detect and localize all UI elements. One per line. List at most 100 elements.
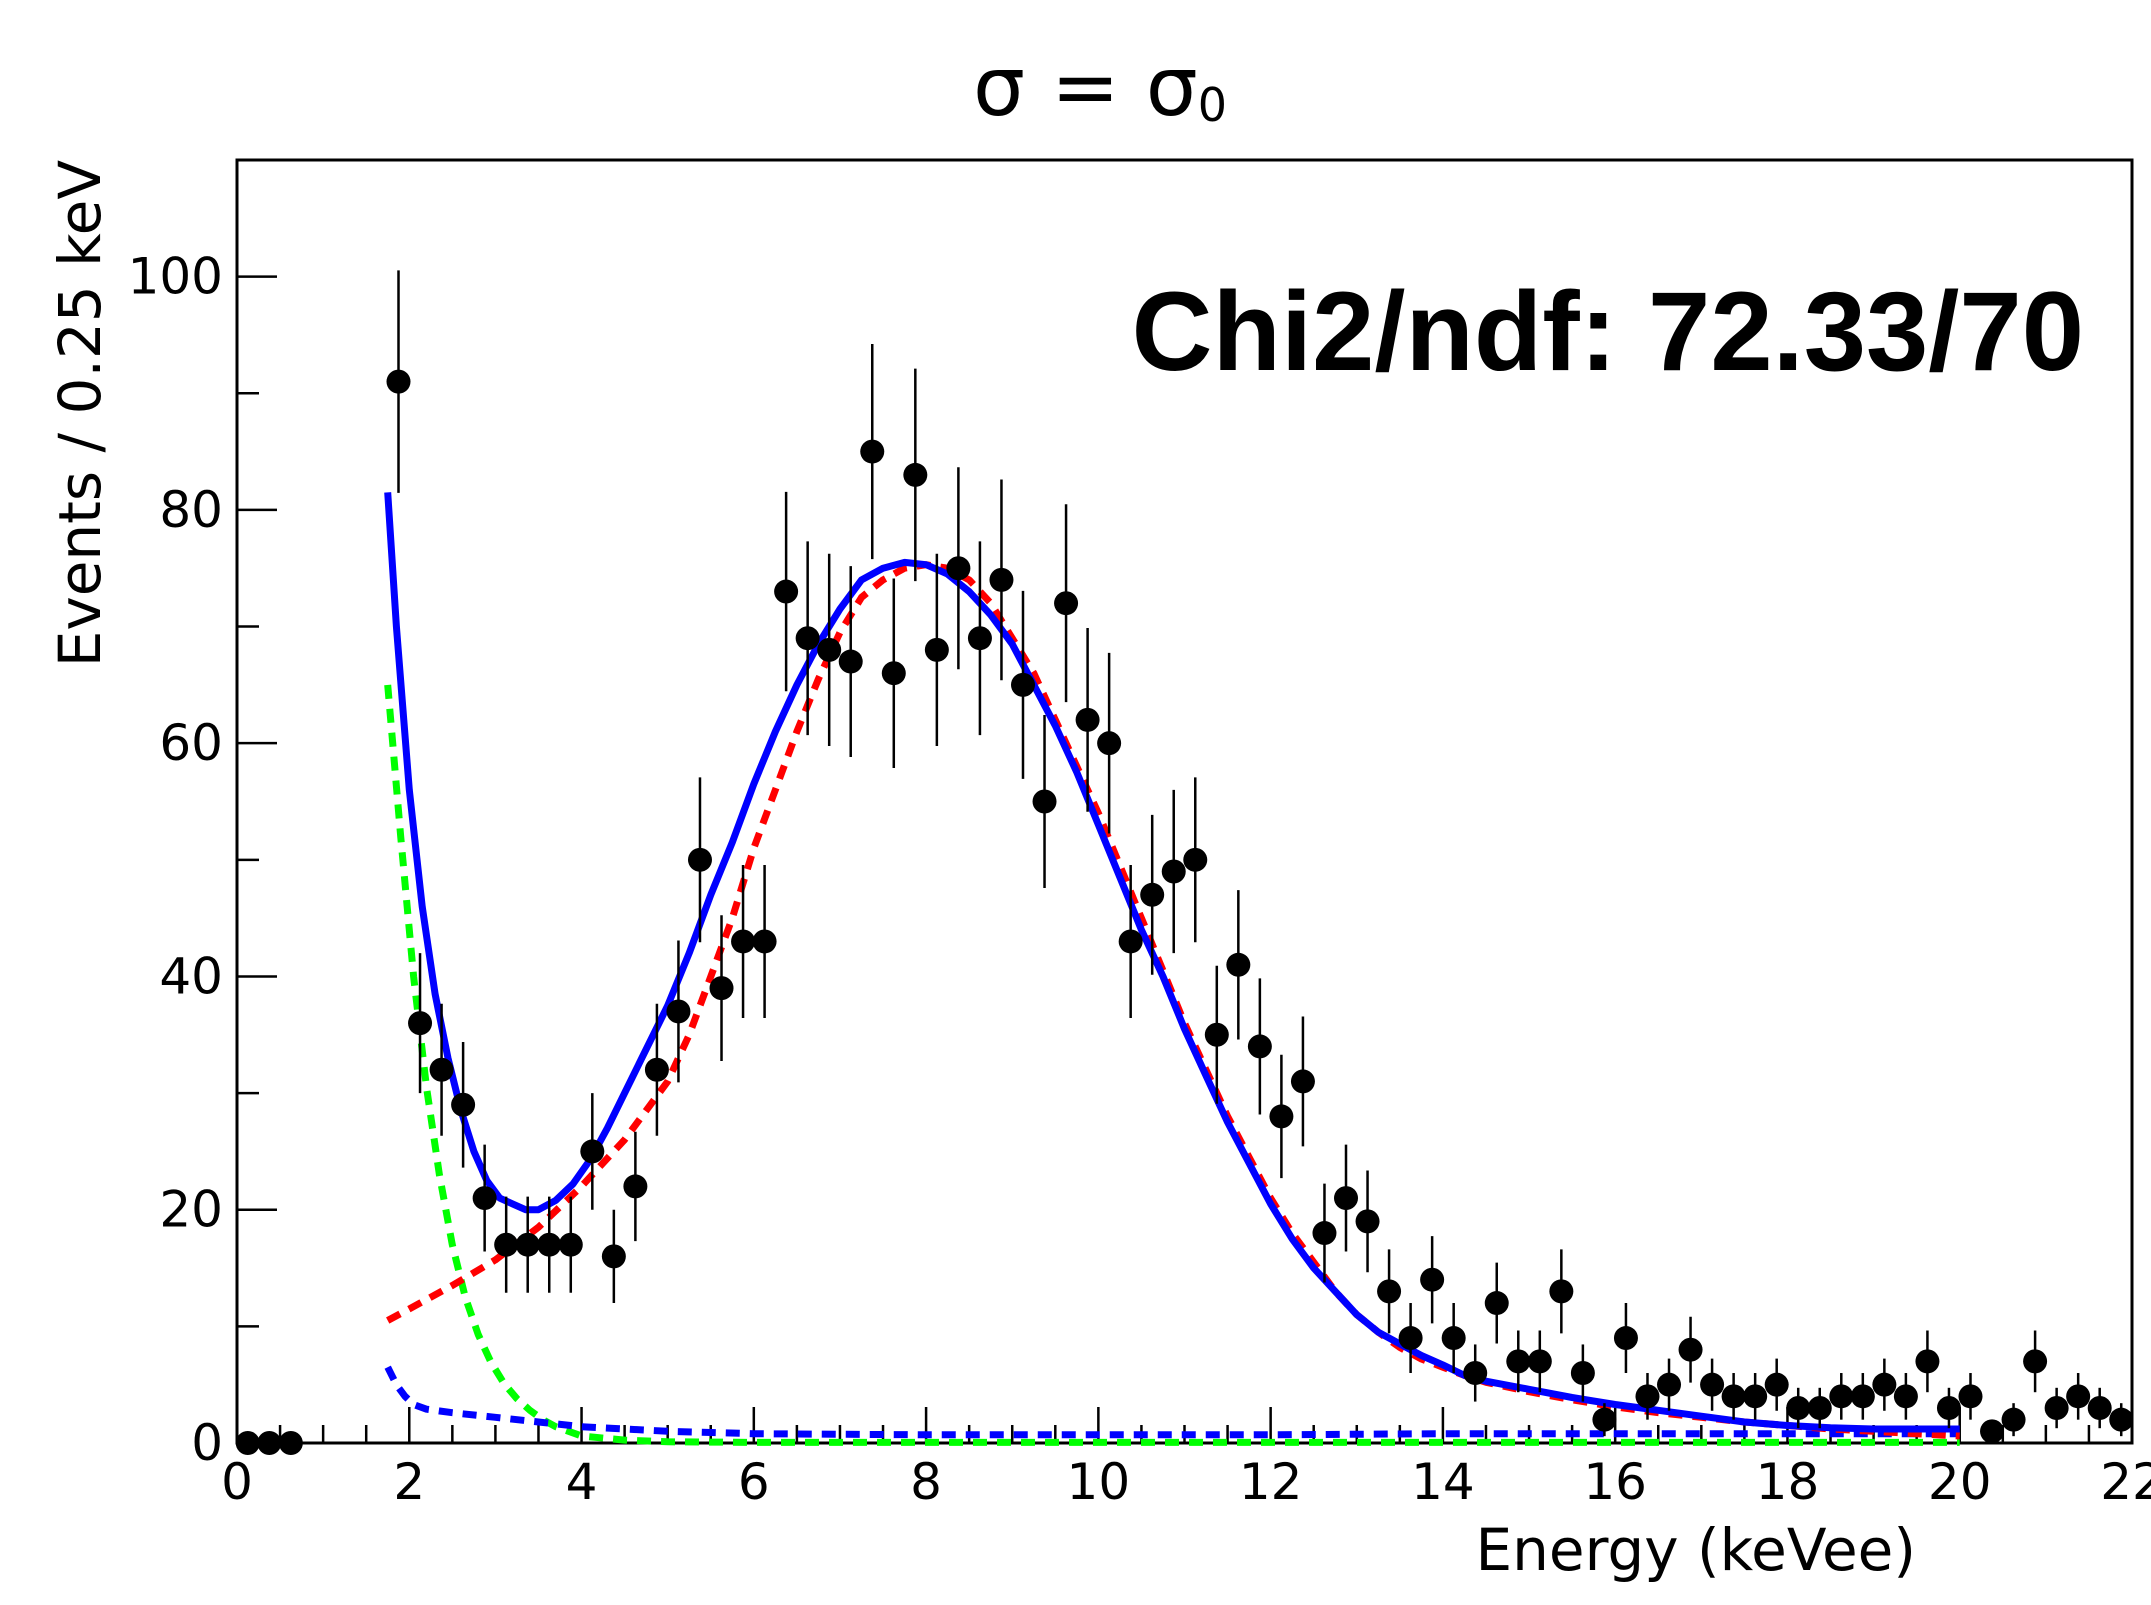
data-point xyxy=(1247,1034,1272,1059)
data-point xyxy=(451,1092,476,1117)
x-tick-label: 18 xyxy=(1756,1453,1820,1511)
data-point xyxy=(881,661,906,686)
y-tick-label: 100 xyxy=(128,248,223,306)
data-point xyxy=(774,579,799,604)
data-point xyxy=(2023,1349,2048,1374)
data-point xyxy=(1570,1361,1595,1386)
data-point xyxy=(1506,1349,1531,1374)
data-point xyxy=(817,637,842,662)
data-point xyxy=(1226,952,1251,977)
x-tick-label: 22 xyxy=(2100,1453,2151,1511)
data-point xyxy=(989,567,1014,592)
x-axis-title: Energy (keVee) xyxy=(1476,1516,1917,1584)
fit-bg-flat-line xyxy=(384,1365,1960,1439)
y-tick-label: 60 xyxy=(159,714,223,772)
data-point xyxy=(2087,1396,2112,1421)
data-point xyxy=(2109,1407,2134,1432)
data-point xyxy=(558,1232,583,1257)
data-point xyxy=(1721,1384,1746,1409)
data-point xyxy=(472,1186,497,1211)
data-point xyxy=(2001,1407,2026,1432)
data-point xyxy=(429,1057,454,1082)
fit-bg-exp-line xyxy=(384,684,1960,1446)
data-point xyxy=(1786,1396,1811,1421)
data-point xyxy=(494,1232,519,1257)
data-point xyxy=(666,999,691,1024)
data-point xyxy=(1010,672,1035,697)
data-point xyxy=(752,929,777,954)
data-point xyxy=(1377,1279,1402,1304)
data-point xyxy=(257,1431,282,1455)
data-point xyxy=(860,439,885,464)
data-point xyxy=(386,369,411,394)
data-point xyxy=(1958,1384,1983,1409)
data-point xyxy=(1893,1384,1918,1409)
data-point xyxy=(1441,1326,1466,1351)
data-point xyxy=(1829,1384,1854,1409)
data-point xyxy=(1032,789,1057,814)
data-point xyxy=(235,1431,260,1455)
x-tick-label: 4 xyxy=(566,1453,598,1511)
data-point xyxy=(1613,1326,1638,1351)
data-point xyxy=(1635,1384,1660,1409)
data-point xyxy=(687,847,712,872)
data-point xyxy=(601,1244,626,1269)
data-point xyxy=(709,976,734,1001)
data-point xyxy=(1204,1022,1229,1047)
data-point xyxy=(1915,1349,1940,1374)
data-point xyxy=(1850,1384,1875,1409)
data-point xyxy=(1398,1326,1423,1351)
data-point xyxy=(1592,1407,1617,1432)
data-point xyxy=(2066,1384,2091,1409)
data-point xyxy=(838,649,863,674)
data-point xyxy=(1743,1384,1768,1409)
y-tick-label: 80 xyxy=(159,481,223,539)
data-point xyxy=(1764,1372,1789,1397)
data-point xyxy=(731,929,756,954)
y-axis-title: Events / 0.25 keV xyxy=(46,160,114,668)
x-tick-label: 20 xyxy=(1928,1453,1992,1511)
data-point xyxy=(623,1174,648,1199)
data-point xyxy=(1290,1069,1315,1094)
data-point xyxy=(967,626,992,651)
data-point xyxy=(1118,929,1143,954)
data-point xyxy=(795,626,820,651)
data-point xyxy=(515,1232,540,1257)
data-point xyxy=(946,556,971,581)
plot-layer: 0 2 4 6 8 10 12 14 16 18 20 22 0 20 40 60 80 100 xyxy=(128,158,2151,1511)
x-tick-label: 6 xyxy=(738,1453,770,1511)
x-tick-label: 10 xyxy=(1067,1453,1131,1511)
data-point xyxy=(903,462,928,487)
data-point xyxy=(644,1057,669,1082)
data-point xyxy=(1097,731,1122,756)
chi2-annotation: Chi2/ndf: 72.33/70 xyxy=(1132,269,2084,394)
x-tick-label: 14 xyxy=(1411,1453,1475,1511)
data-point xyxy=(1054,591,1079,616)
data-point xyxy=(408,1011,433,1036)
chart-title-sub: 0 xyxy=(1198,78,1227,132)
chart-title-main: σ = σ xyxy=(973,40,1198,135)
data-point xyxy=(1527,1349,1552,1374)
data-point xyxy=(2044,1396,2069,1421)
x-tick-label: 8 xyxy=(910,1453,942,1511)
y-tick-label: 20 xyxy=(159,1181,223,1239)
data-point xyxy=(1161,859,1186,884)
data-point xyxy=(924,637,949,662)
data-point xyxy=(1936,1396,1961,1421)
data-point xyxy=(1678,1337,1703,1362)
fit-total-line xyxy=(384,492,1960,1433)
x-tick-label: 16 xyxy=(1583,1453,1647,1511)
data-point xyxy=(1183,847,1208,872)
y-tick-label: 40 xyxy=(159,947,223,1005)
data-point xyxy=(1872,1372,1897,1397)
data-point xyxy=(1700,1372,1725,1397)
data-point xyxy=(1269,1104,1294,1129)
x-tick-label: 0 xyxy=(221,1453,253,1511)
data-point xyxy=(1807,1396,1832,1421)
data-point xyxy=(1549,1279,1574,1304)
data-point xyxy=(1140,882,1165,907)
data-point xyxy=(1075,707,1100,732)
x-tick-label: 2 xyxy=(393,1453,425,1511)
